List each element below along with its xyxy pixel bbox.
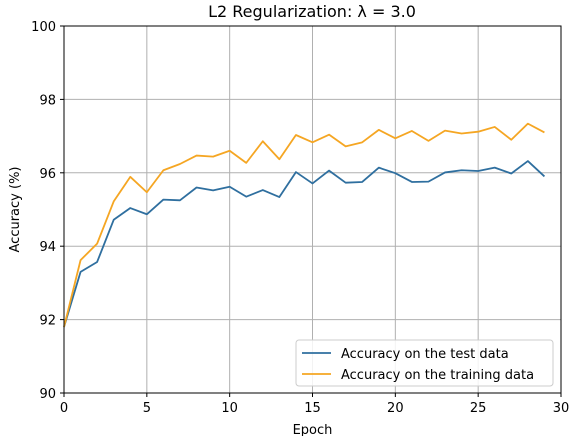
x-tick-label: 15 (304, 401, 321, 416)
y-tick-label: 90 (39, 387, 56, 402)
y-tick-label: 96 (39, 167, 56, 182)
grid (63, 25, 562, 394)
legend-box (295, 339, 554, 387)
legend-label: Accuracy on the training data (341, 368, 534, 383)
series-line-2 (63, 122, 545, 328)
y-tick-label: 98 (39, 93, 56, 108)
x-tick-label: 0 (60, 401, 68, 416)
chart-title: L2 Regularization: λ = 3.0 (208, 2, 416, 21)
series-line-1 (63, 160, 546, 328)
x-tick-label: 20 (387, 401, 404, 416)
series-layer (63, 122, 546, 328)
legend: Accuracy on the test data Accuracy on the… (295, 339, 554, 387)
y-tick-label: 92 (39, 314, 56, 329)
x-tick-label: 25 (470, 401, 487, 416)
ticks: 0 5 10 15 20 25 30 90 92 94 96 98 100 (31, 20, 569, 416)
legend-label: Accuracy on the test data (341, 347, 509, 362)
x-tick-label: 10 (221, 401, 238, 416)
x-tick-label: 5 (143, 401, 151, 416)
x-tick-label: 30 (553, 401, 570, 416)
y-tick-label: 100 (31, 20, 56, 35)
x-axis-label: Epoch (293, 423, 333, 436)
y-axis-label: Accuracy (%) (8, 167, 23, 253)
y-tick-label: 94 (39, 240, 56, 255)
